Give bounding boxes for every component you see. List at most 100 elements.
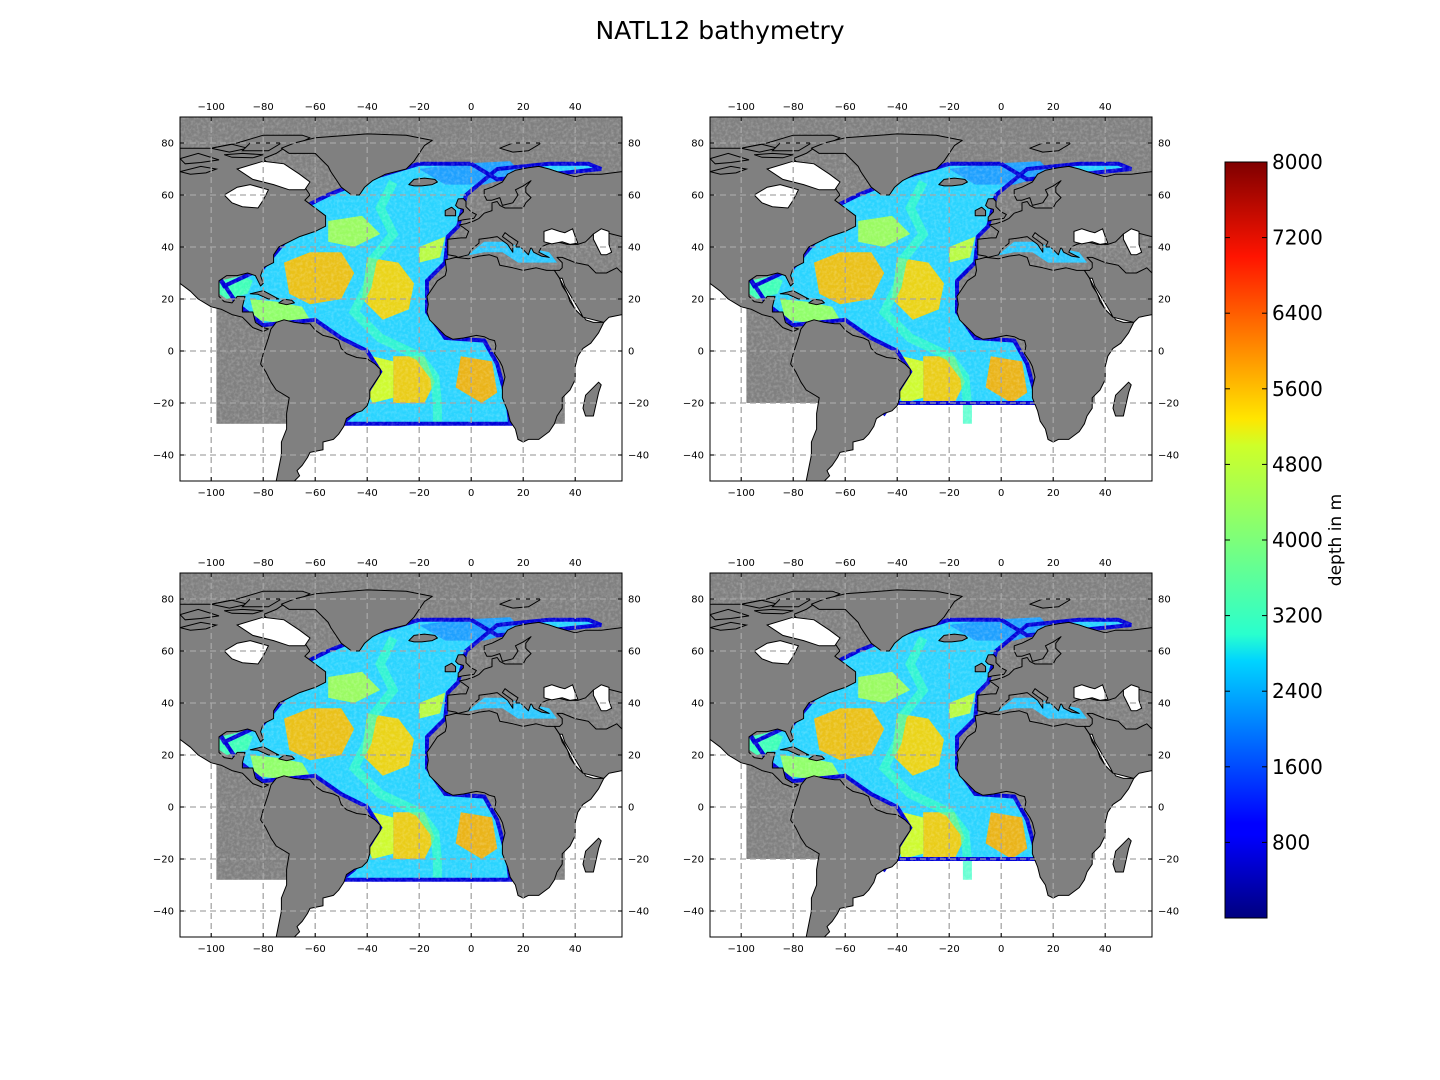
land-europe [447, 621, 622, 714]
lon-tick-label-bottom: −80 [783, 944, 804, 955]
colorbar-tick-label: 3200 [1272, 604, 1323, 628]
lat-tick-label-right: 40 [628, 699, 641, 710]
lon-tick-label-bottom: 20 [517, 488, 530, 499]
lon-tick-label-top: 40 [1099, 558, 1112, 569]
lat-tick-label-right: 0 [628, 347, 634, 358]
lon-tick-label-bottom: 20 [517, 944, 530, 955]
lon-tick-label-bottom: −40 [887, 944, 908, 955]
lat-tick-label-left: 20 [161, 295, 174, 306]
land-hispaniola [808, 298, 825, 306]
land-greenland [280, 589, 433, 652]
lon-tick-label-top: −60 [305, 102, 326, 113]
land-madagascar [582, 837, 602, 873]
lon-tick-label-top: 20 [1047, 558, 1060, 569]
land-arctic-island [180, 608, 220, 621]
graticule [710, 117, 1152, 481]
lat-tick-label-left: 40 [691, 699, 704, 710]
lon-tick-label-bottom: −80 [253, 944, 274, 955]
lon-tick-label-bottom: −60 [305, 944, 326, 955]
lon-tick-label-bottom: −20 [409, 488, 430, 499]
land-madagascar [1112, 381, 1132, 417]
colorbar-tick-label: 4800 [1272, 452, 1323, 476]
land-arctic-island [710, 608, 750, 621]
colorbar-tick-label: 1600 [1272, 755, 1323, 779]
land-south-america [790, 319, 911, 481]
colorbar: 800 1600 2400 3200 4000 4800 5600 6400 7200 8000 d… [1224, 150, 1346, 919]
lon-tick-label-bottom: −100 [197, 944, 224, 955]
lat-tick-label-left: −20 [683, 855, 704, 866]
figure-title: NATL12 bathymetry [595, 16, 845, 45]
land-south-america [260, 775, 381, 937]
lon-tick-label-top: −80 [253, 102, 274, 113]
lat-tick-label-left: −40 [153, 451, 174, 462]
lat-tick-label-left: 80 [691, 139, 704, 150]
land-ireland [974, 206, 987, 217]
lon-tick-label-bottom: −60 [305, 488, 326, 499]
lat-tick-label-right: 20 [1158, 295, 1171, 306]
axis-tick-labels: −100 −100 −80 −80 −60 −60 −40 −40 −20 −20 0 0 20 20 40… [683, 558, 1179, 955]
lon-tick-label-top: 40 [1099, 102, 1112, 113]
lon-tick-label-bottom: −60 [835, 944, 856, 955]
lon-tick-label-bottom: 0 [998, 488, 1004, 499]
lat-tick-label-left: 20 [691, 751, 704, 762]
lon-tick-label-top: 20 [1047, 102, 1060, 113]
lon-tick-label-top: 20 [517, 102, 530, 113]
lat-tick-label-left: 40 [161, 243, 174, 254]
lat-tick-label-left: 80 [161, 139, 174, 150]
land-hispaniola [278, 298, 295, 306]
colorbar-label: depth in m [1326, 494, 1346, 586]
lat-tick-label-right: −40 [628, 907, 649, 918]
lat-tick-label-left: 60 [691, 191, 704, 202]
lon-tick-label-bottom: −40 [887, 488, 908, 499]
lat-tick-label-left: 60 [691, 647, 704, 658]
lon-tick-label-bottom: −20 [939, 944, 960, 955]
lon-tick-label-top: −60 [835, 558, 856, 569]
colorbar-tick-label: 6400 [1272, 301, 1323, 325]
land-iceland [938, 177, 968, 187]
land-arctic-island [710, 152, 750, 165]
lon-tick-label-top: −20 [939, 558, 960, 569]
lon-tick-label-bottom: 0 [998, 944, 1004, 955]
lat-tick-label-right: 60 [1158, 647, 1171, 658]
lon-tick-label-top: −40 [357, 558, 378, 569]
lat-tick-label-left: 80 [161, 595, 174, 606]
land-south-america [790, 775, 911, 937]
lon-tick-label-top: 0 [998, 558, 1004, 569]
lon-tick-label-bottom: −40 [357, 944, 378, 955]
colorbar-tick-label: 800 [1272, 830, 1310, 854]
lat-tick-label-right: 80 [1158, 595, 1171, 606]
axis-tick-labels: −100 −100 −80 −80 −60 −60 −40 −40 −20 −20 0 0 20 20 40… [153, 558, 649, 955]
lat-tick-label-left: 20 [161, 751, 174, 762]
lon-tick-label-bottom: 40 [1099, 488, 1112, 499]
lat-tick-label-right: 40 [1158, 699, 1171, 710]
lon-tick-label-top: −100 [727, 102, 754, 113]
lat-tick-label-right: −40 [1158, 907, 1179, 918]
lon-tick-label-top: −100 [197, 102, 224, 113]
lat-tick-label-right: 40 [628, 243, 641, 254]
land-great-britain [455, 654, 477, 678]
inland-water-caspian-sea [1122, 228, 1143, 256]
lon-tick-label-top: 0 [998, 102, 1004, 113]
land-ireland [444, 206, 457, 217]
land-greenland [810, 133, 963, 196]
axis-tick-labels: −100 −100 −80 −80 −60 −60 −40 −40 −20 −20 0 0 20 20 40… [153, 102, 649, 499]
inland-water-black-sea [1073, 684, 1109, 701]
lat-tick-label-left: −40 [683, 907, 704, 918]
map-panel-top-left: −100 −100 −80 −80 −60 −60 −40 −40 −20 −20 0 0 20 20 40… [153, 102, 649, 499]
colorbar-tick-label: 8000 [1272, 150, 1323, 174]
lon-tick-label-bottom: 0 [468, 488, 474, 499]
lat-tick-label-left: −40 [683, 451, 704, 462]
lat-tick-label-right: 40 [1158, 243, 1171, 254]
inland-water-black-sea [543, 228, 579, 245]
lat-tick-label-right: −40 [628, 451, 649, 462]
lat-tick-label-left: 0 [168, 347, 174, 358]
colorbar-gradient [1224, 161, 1268, 919]
axis-tick-labels: −100 −100 −80 −80 −60 −60 −40 −40 −20 −20 0 0 20 20 40… [683, 102, 1179, 499]
lat-tick-label-left: 40 [161, 699, 174, 710]
lat-tick-label-right: 60 [628, 647, 641, 658]
lat-tick-label-left: 20 [691, 295, 704, 306]
lat-tick-label-left: −40 [153, 907, 174, 918]
lon-tick-label-bottom: −100 [727, 488, 754, 499]
lat-tick-label-right: −20 [628, 855, 649, 866]
lat-tick-label-right: 0 [628, 803, 634, 814]
